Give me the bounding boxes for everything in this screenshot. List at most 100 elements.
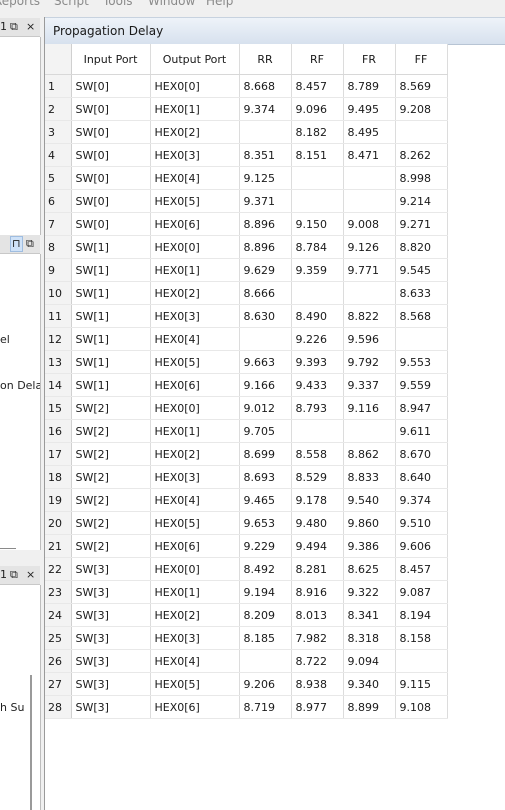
table-row[interactable]: 20 SW[2] HEX0[5] 9.653 9.480 9.860 9.510 (45, 511, 448, 535)
rf-cell[interactable]: 8.784 (291, 235, 344, 259)
table-row[interactable]: 1 SW[0] HEX0[0] 8.668 8.457 8.789 8.569 (45, 74, 448, 98)
input-port-cell[interactable]: SW[0] (71, 166, 151, 190)
input-port-cell[interactable]: SW[1] (71, 281, 151, 305)
fr-cell[interactable]: 9.792 (343, 350, 396, 374)
fr-cell[interactable]: 9.540 (343, 488, 396, 512)
rf-cell[interactable]: 8.793 (291, 396, 344, 420)
table-row[interactable]: 16 SW[2] HEX0[1] 9.705 9.611 (45, 419, 448, 443)
output-port-cell[interactable]: HEX0[3] (150, 304, 240, 328)
pane1-close-icon[interactable]: × (26, 20, 36, 33)
ff-cell[interactable]: 9.108 (395, 695, 448, 719)
fr-cell[interactable]: 8.789 (343, 74, 396, 98)
input-port-cell[interactable]: SW[0] (71, 143, 151, 167)
rr-cell[interactable]: 9.125 (239, 166, 292, 190)
rr-cell[interactable]: 9.371 (239, 189, 292, 213)
rf-cell[interactable]: 9.359 (291, 258, 344, 282)
input-port-cell[interactable]: SW[0] (71, 97, 151, 121)
rr-cell[interactable]: 8.209 (239, 603, 292, 627)
table-row[interactable]: 28 SW[3] HEX0[6] 8.719 8.977 8.899 9.108 (45, 695, 448, 719)
rr-cell[interactable] (239, 649, 292, 673)
output-port-cell[interactable]: HEX0[6] (150, 212, 240, 236)
fr-cell[interactable]: 8.318 (343, 626, 396, 650)
ff-cell[interactable]: 8.820 (395, 235, 448, 259)
input-port-cell[interactable]: SW[0] (71, 212, 151, 236)
fr-cell[interactable]: 9.116 (343, 396, 396, 420)
output-port-cell[interactable]: HEX0[5] (150, 511, 240, 535)
row-number[interactable]: 24 (45, 603, 72, 627)
pane2-item-1[interactable]: el (0, 333, 10, 346)
rf-cell[interactable] (291, 166, 344, 190)
rr-cell[interactable]: 8.699 (239, 442, 292, 466)
row-number[interactable]: 12 (45, 327, 72, 351)
pane2-float-icon[interactable]: ⧉ (26, 237, 34, 250)
table-corner-cell[interactable] (45, 44, 72, 75)
input-port-cell[interactable]: SW[2] (71, 419, 151, 443)
fr-cell[interactable]: 8.899 (343, 695, 396, 719)
rr-cell[interactable]: 9.194 (239, 580, 292, 604)
ff-cell[interactable] (395, 649, 448, 673)
ff-cell[interactable]: 9.087 (395, 580, 448, 604)
output-port-cell[interactable]: HEX0[4] (150, 166, 240, 190)
row-number[interactable]: 21 (45, 534, 72, 558)
row-number[interactable]: 6 (45, 189, 72, 213)
ff-cell[interactable]: 8.633 (395, 281, 448, 305)
rf-cell[interactable] (291, 189, 344, 213)
table-row[interactable]: 23 SW[3] HEX0[1] 9.194 8.916 9.322 9.087 (45, 580, 448, 604)
table-row[interactable]: 5 SW[0] HEX0[4] 9.125 8.998 (45, 166, 448, 190)
input-port-cell[interactable]: SW[1] (71, 304, 151, 328)
row-number[interactable]: 11 (45, 304, 72, 328)
output-port-cell[interactable]: HEX0[6] (150, 695, 240, 719)
menu-tools[interactable]: Tools (103, 0, 133, 8)
fr-cell[interactable] (343, 419, 396, 443)
input-port-cell[interactable]: SW[1] (71, 327, 151, 351)
pane2-item-2[interactable]: on Delay (0, 379, 40, 392)
row-number[interactable]: 13 (45, 350, 72, 374)
ff-cell[interactable]: 8.670 (395, 442, 448, 466)
fr-cell[interactable]: 9.596 (343, 327, 396, 351)
pane1-number-icon[interactable]: 1 (0, 20, 7, 33)
pane3-float-icon[interactable]: ⧉ (10, 568, 18, 581)
rr-cell[interactable]: 9.629 (239, 258, 292, 282)
ff-cell[interactable]: 9.611 (395, 419, 448, 443)
rr-cell[interactable]: 9.374 (239, 97, 292, 121)
pane3-close-icon[interactable]: × (26, 568, 36, 581)
output-port-cell[interactable]: HEX0[5] (150, 189, 240, 213)
ff-cell[interactable]: 9.606 (395, 534, 448, 558)
rr-cell[interactable]: 8.492 (239, 557, 292, 581)
output-port-cell[interactable]: HEX0[0] (150, 74, 240, 98)
table-row[interactable]: 9 SW[1] HEX0[1] 9.629 9.359 9.771 9.545 (45, 258, 448, 282)
pane2-pin-icon[interactable]: ⊓ (10, 236, 23, 252)
fr-cell[interactable]: 9.386 (343, 534, 396, 558)
column-header-rr[interactable]: RR (239, 44, 292, 75)
table-row[interactable]: 21 SW[2] HEX0[6] 9.229 9.494 9.386 9.606 (45, 534, 448, 558)
ff-cell[interactable]: 8.194 (395, 603, 448, 627)
rr-cell[interactable] (239, 120, 292, 144)
fr-cell[interactable] (343, 189, 396, 213)
output-port-cell[interactable]: HEX0[5] (150, 672, 240, 696)
rf-cell[interactable]: 8.457 (291, 74, 344, 98)
rf-cell[interactable]: 8.529 (291, 465, 344, 489)
rr-cell[interactable] (239, 327, 292, 351)
fr-cell[interactable]: 9.126 (343, 235, 396, 259)
row-number[interactable]: 4 (45, 143, 72, 167)
row-number[interactable]: 2 (45, 97, 72, 121)
ff-cell[interactable]: 9.208 (395, 97, 448, 121)
output-port-cell[interactable]: HEX0[1] (150, 97, 240, 121)
rf-cell[interactable]: 9.393 (291, 350, 344, 374)
ff-cell[interactable]: 8.158 (395, 626, 448, 650)
output-port-cell[interactable]: HEX0[1] (150, 419, 240, 443)
output-port-cell[interactable]: HEX0[0] (150, 235, 240, 259)
output-port-cell[interactable]: HEX0[0] (150, 396, 240, 420)
input-port-cell[interactable]: SW[0] (71, 120, 151, 144)
output-port-cell[interactable]: HEX0[2] (150, 120, 240, 144)
row-number[interactable]: 15 (45, 396, 72, 420)
table-row[interactable]: 24 SW[3] HEX0[2] 8.209 8.013 8.341 8.194 (45, 603, 448, 627)
output-port-cell[interactable]: HEX0[0] (150, 557, 240, 581)
table-row[interactable]: 19 SW[2] HEX0[4] 9.465 9.178 9.540 9.374 (45, 488, 448, 512)
row-number[interactable]: 26 (45, 649, 72, 673)
input-port-cell[interactable]: SW[2] (71, 511, 151, 535)
rf-cell[interactable]: 8.013 (291, 603, 344, 627)
table-row[interactable]: 18 SW[2] HEX0[3] 8.693 8.529 8.833 8.640 (45, 465, 448, 489)
rf-cell[interactable] (291, 281, 344, 305)
output-port-cell[interactable]: HEX0[3] (150, 465, 240, 489)
